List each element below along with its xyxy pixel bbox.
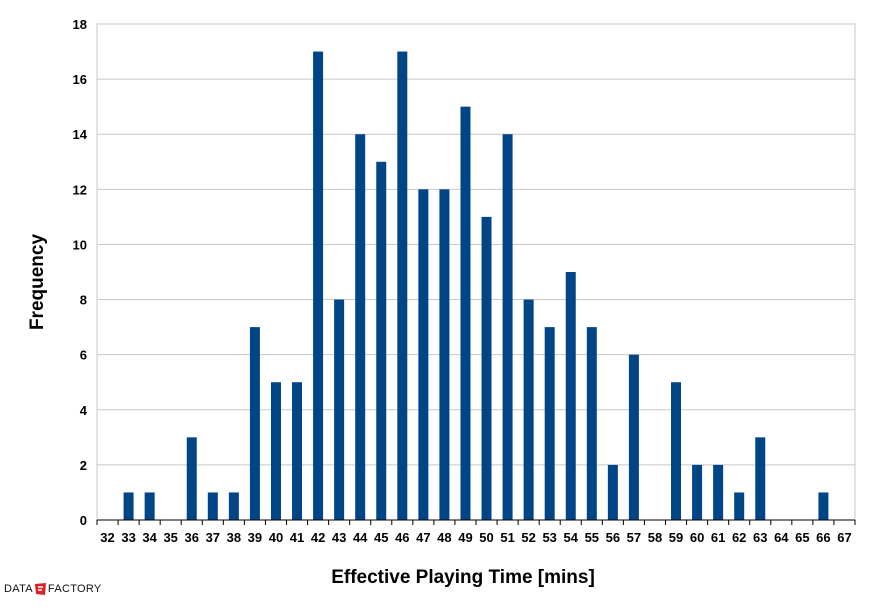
bar-50 bbox=[481, 216, 492, 520]
bar-60 bbox=[692, 464, 703, 520]
bar-47 bbox=[418, 189, 429, 521]
bar-43 bbox=[334, 299, 345, 520]
y-tick-label: 4 bbox=[80, 403, 88, 418]
x-tick-label: 41 bbox=[290, 530, 304, 545]
y-tick-label: 16 bbox=[73, 72, 87, 87]
x-tick-label: 56 bbox=[606, 530, 620, 545]
x-tick-label: 50 bbox=[479, 530, 493, 545]
x-tick-label: 34 bbox=[142, 530, 157, 545]
bar-63 bbox=[755, 437, 766, 520]
bar-41 bbox=[292, 382, 303, 520]
x-tick-label: 40 bbox=[269, 530, 283, 545]
bar-55 bbox=[586, 327, 597, 520]
bar-57 bbox=[628, 354, 639, 520]
plot-area-border bbox=[96, 23, 856, 521]
bar-36 bbox=[186, 437, 197, 520]
x-tick-label: 55 bbox=[585, 530, 599, 545]
bar-37 bbox=[207, 492, 218, 520]
bar-53 bbox=[544, 327, 555, 520]
bar-52 bbox=[523, 299, 534, 520]
bar-59 bbox=[671, 382, 682, 520]
bar-42 bbox=[313, 51, 324, 521]
x-tick-label: 63 bbox=[753, 530, 767, 545]
x-tick-label: 39 bbox=[248, 530, 262, 545]
bar-44 bbox=[355, 134, 366, 520]
x-tick-label: 64 bbox=[774, 530, 789, 545]
x-tick-label: 57 bbox=[627, 530, 641, 545]
gridlines bbox=[97, 23, 855, 466]
x-tick-label: 60 bbox=[690, 530, 704, 545]
bars bbox=[123, 51, 829, 521]
x-axis-title: Effective Playing Time [mins] bbox=[331, 567, 595, 588]
bar-46 bbox=[397, 51, 408, 521]
y-tick-label: 2 bbox=[80, 458, 87, 473]
x-tick-label: 61 bbox=[711, 530, 725, 545]
bar-51 bbox=[502, 134, 513, 520]
y-tick-label: 14 bbox=[73, 127, 88, 142]
bar-62 bbox=[734, 492, 745, 520]
x-tick-label: 47 bbox=[416, 530, 430, 545]
x-tick-label: 33 bbox=[121, 530, 135, 545]
bar-45 bbox=[376, 161, 387, 520]
brand-text-right: FACTORY bbox=[47, 583, 102, 595]
x-tick-label: 59 bbox=[669, 530, 683, 545]
bar-66 bbox=[818, 492, 829, 520]
x-tick-label: 32 bbox=[100, 530, 114, 545]
brand-mark-icon bbox=[34, 583, 46, 595]
x-tick-label: 52 bbox=[521, 530, 535, 545]
bar-49 bbox=[460, 106, 471, 521]
bar-38 bbox=[228, 492, 239, 520]
bar-56 bbox=[607, 464, 618, 520]
bar-33 bbox=[123, 492, 134, 520]
x-tick-label: 42 bbox=[311, 530, 325, 545]
y-axis-ticks: 0 2 4 6 8 10 12 14 16 18 bbox=[73, 17, 88, 528]
y-tick-label: 18 bbox=[73, 17, 87, 32]
x-tick-label: 62 bbox=[732, 530, 746, 545]
bar-39 bbox=[249, 327, 260, 520]
x-tick-label: 43 bbox=[332, 530, 346, 545]
x-tick-label: 58 bbox=[648, 530, 662, 545]
bar-54 bbox=[565, 272, 576, 520]
data-factory-logo: DATA FACTORY bbox=[4, 582, 102, 596]
x-tick-label: 67 bbox=[837, 530, 851, 545]
x-axis-ticks: 32 33 34 35 36 37 38 39 40 41 42 43 44 45 46 47 48 49 50 51… bbox=[96, 520, 856, 545]
x-tick-label: 54 bbox=[564, 530, 579, 545]
y-tick-label: 6 bbox=[80, 348, 87, 363]
x-tick-label: 46 bbox=[395, 530, 409, 545]
bar-40 bbox=[270, 382, 281, 520]
x-tick-label: 53 bbox=[542, 530, 556, 545]
x-tick-label: 49 bbox=[458, 530, 472, 545]
x-tick-label: 45 bbox=[374, 530, 388, 545]
brand-text-left: DATA bbox=[4, 583, 33, 595]
x-tick-label: 48 bbox=[437, 530, 451, 545]
y-tick-label: 12 bbox=[73, 182, 87, 197]
x-tick-label: 51 bbox=[500, 530, 514, 545]
x-tick-label: 66 bbox=[816, 530, 830, 545]
x-tick-label: 36 bbox=[185, 530, 199, 545]
y-tick-label: 8 bbox=[80, 293, 87, 308]
y-tick-label: 10 bbox=[73, 237, 87, 252]
y-tick-label: 0 bbox=[80, 513, 87, 528]
x-tick-label: 38 bbox=[227, 530, 241, 545]
x-tick-label: 65 bbox=[795, 530, 809, 545]
x-tick-label: 44 bbox=[353, 530, 368, 545]
x-tick-label: 37 bbox=[206, 530, 220, 545]
bar-48 bbox=[439, 189, 450, 521]
bar-34 bbox=[144, 492, 155, 520]
y-axis-title: Frequency bbox=[27, 234, 48, 331]
x-tick-label: 35 bbox=[163, 530, 177, 545]
bar-61 bbox=[713, 464, 724, 520]
